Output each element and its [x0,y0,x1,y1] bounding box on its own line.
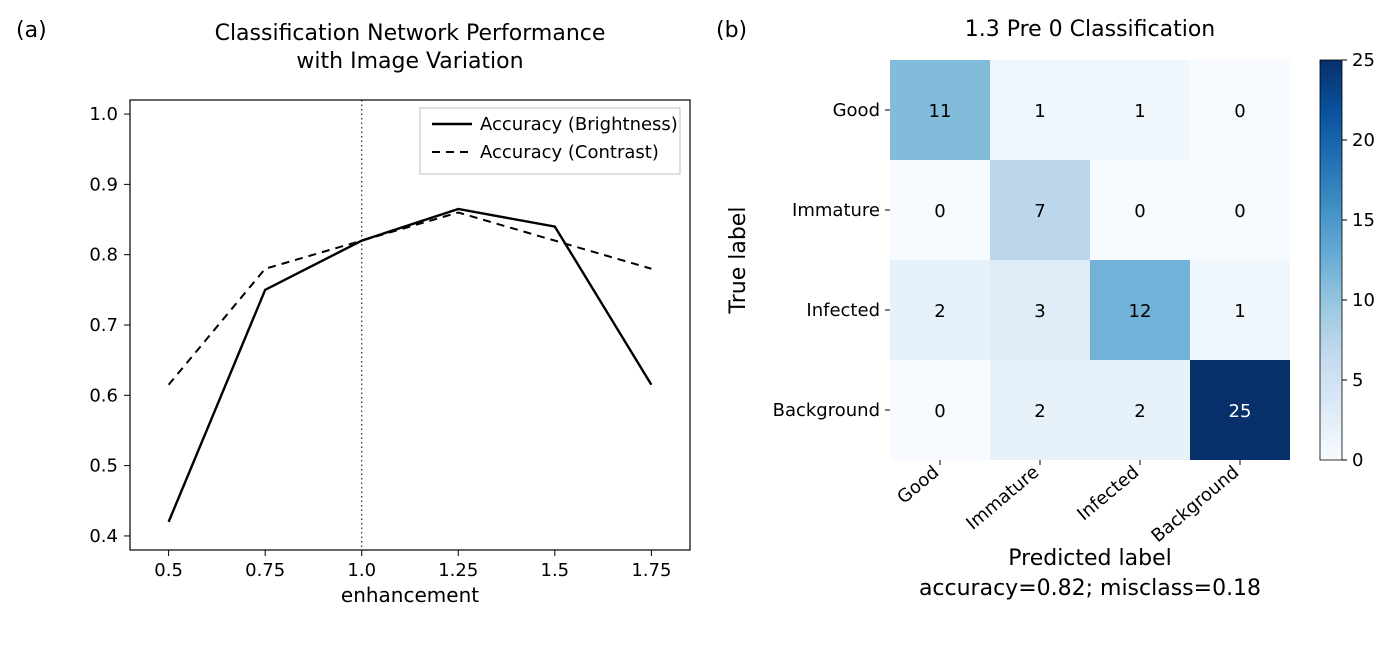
legend-item: Accuracy (Contrast) [480,142,659,163]
y-category-label: Infected [806,300,880,321]
series-1 [169,213,652,385]
heatmap-title: 1.3 Pre 0 Classification [965,17,1216,42]
panel-b-label: (b) [716,18,747,43]
y-tick-label: 0.4 [89,526,118,547]
legend-item: Accuracy (Brightness) [480,114,678,135]
colorbar-tick-label: 0 [1352,450,1363,471]
x-tick-label: 0.5 [154,560,183,581]
panel-b: (b) 1.3 Pre 0 Classification111100700231… [700,0,1390,654]
colorbar-tick-label: 25 [1352,50,1375,71]
x-tick-label: 1.75 [631,560,671,581]
y-tick-label: 0.8 [89,245,118,266]
y-axis-label: True label [726,207,751,315]
heatmap-cell-value: 2 [1134,401,1145,422]
chart-title-line2: with Image Variation [296,49,523,74]
y-tick-label: 0.9 [89,174,118,195]
heatmap-cell-value: 1 [1034,101,1045,122]
heatmap-cell-value: 11 [929,101,952,122]
colorbar-tick-label: 20 [1352,130,1375,151]
colorbar-tick-label: 10 [1352,290,1375,311]
x-tick-label: 0.75 [245,560,285,581]
chart-title-line1: Classification Network Performance [215,21,606,46]
x-tick-label: 1.25 [438,560,478,581]
x-category-label: Background [1147,462,1243,547]
y-category-label: Immature [792,200,880,221]
line-chart: Classification Network Performance with I… [10,0,710,654]
heatmap-cell-value: 25 [1229,401,1252,422]
heatmap-cell-value: 2 [934,301,945,322]
x-tick-label: 1.5 [541,560,570,581]
panel-a: (a) Classification Network Performance wi… [0,0,700,654]
x-category-label: Good [893,462,943,509]
metrics-sublabel: accuracy=0.82; misclass=0.18 [919,576,1261,601]
heatmap-cell-value: 0 [1234,201,1245,222]
y-category-label: Good [833,100,880,121]
y-tick-label: 0.6 [89,385,118,406]
heatmap-cell-value: 0 [934,201,945,222]
panel-a-label: (a) [16,18,47,43]
y-tick-label: 0.7 [89,315,118,336]
heatmap-cell-value: 12 [1129,301,1152,322]
series-0 [169,209,652,522]
heatmap-cell-value: 2 [1034,401,1045,422]
heatmap-cell-value: 0 [1134,201,1145,222]
heatmap-cell-value: 3 [1034,301,1045,322]
heatmap-cell-value: 0 [1234,101,1245,122]
heatmap-cell-value: 0 [934,401,945,422]
x-tick-label: 1.0 [347,560,376,581]
x-axis-label: enhancement [341,583,479,607]
y-category-label: Background [773,400,880,421]
colorbar-tick-label: 15 [1352,210,1375,231]
colorbar-tick-label: 5 [1352,370,1363,391]
y-tick-label: 0.5 [89,456,118,477]
x-category-label: Infected [1073,462,1143,525]
heatmap-cell-value: 1 [1234,301,1245,322]
heatmap-cell-value: 7 [1034,201,1045,222]
heatmap-cell-value: 1 [1134,101,1145,122]
confusion-matrix: 1.3 Pre 0 Classification1111007002312102… [700,0,1390,654]
x-axis-label: Predicted label [1008,546,1171,571]
x-category-label: Immature [962,462,1043,535]
y-tick-label: 1.0 [89,104,118,125]
colorbar [1320,60,1342,460]
